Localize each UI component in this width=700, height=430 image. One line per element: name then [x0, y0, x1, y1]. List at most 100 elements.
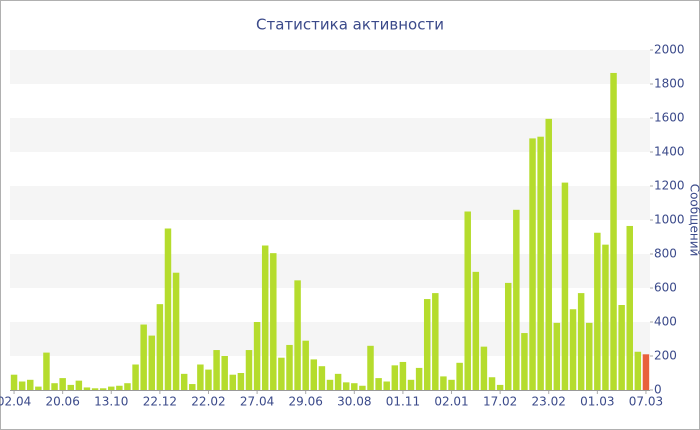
bar: [35, 386, 42, 390]
bar: [586, 322, 593, 390]
bar: [124, 383, 131, 390]
bar: [383, 381, 390, 390]
y-tick-label: 1800: [654, 77, 685, 91]
y-tick-label: 0: [654, 383, 662, 397]
bar: [391, 365, 399, 390]
bar: [51, 383, 58, 390]
bar: [205, 369, 212, 390]
bar: [197, 364, 204, 390]
bar: [537, 136, 544, 390]
bar: [367, 345, 374, 390]
x-tick-label: 13.10: [94, 395, 128, 409]
bar: [253, 322, 261, 390]
bar: [67, 384, 74, 390]
bar: [318, 366, 326, 390]
bar: [594, 232, 601, 390]
bar: [602, 244, 609, 390]
y-tick-label: 400: [654, 315, 677, 329]
bar: [270, 253, 277, 390]
bar: [140, 324, 147, 390]
bar: [464, 211, 471, 390]
bar: [399, 361, 407, 390]
bar: [83, 387, 91, 390]
bar: [164, 228, 172, 390]
bar: [302, 340, 309, 390]
bar: [504, 282, 512, 390]
bar: [310, 359, 318, 390]
bar: [245, 350, 253, 390]
x-tick-label: 02.01: [434, 395, 468, 409]
bar: [18, 381, 26, 390]
y-tick-label: 200: [654, 349, 677, 363]
bar: [334, 373, 342, 390]
y-tick-label: 1000: [654, 213, 685, 227]
bar: [626, 225, 633, 390]
bar: [634, 351, 642, 390]
x-tick-label: 01.03: [580, 395, 614, 409]
bar: [278, 357, 285, 390]
bar: [213, 350, 220, 390]
x-tick-label: 07.03: [629, 395, 663, 409]
bar: [569, 309, 577, 390]
bar: [172, 272, 180, 390]
bar: [156, 304, 164, 390]
bar: [423, 299, 431, 390]
bar: [294, 280, 301, 390]
bar: [221, 356, 228, 390]
x-tick-label: 22.12: [143, 395, 177, 409]
bar: [375, 378, 382, 390]
chart-title: Статистика активности: [256, 16, 444, 34]
bar: [148, 335, 156, 390]
bar: [480, 346, 488, 390]
bar: [342, 382, 350, 390]
bar: [10, 374, 18, 390]
bar: [116, 385, 123, 390]
grid-band: [10, 118, 650, 152]
y-tick-label: 1600: [654, 111, 685, 125]
bar: [432, 293, 439, 390]
bar: [440, 376, 447, 390]
bar: [132, 364, 139, 390]
bar: [415, 367, 423, 390]
bar: [189, 384, 196, 390]
bar: [108, 386, 115, 390]
x-tick-label: 22.02: [191, 395, 225, 409]
bar: [561, 182, 569, 390]
bar: [229, 374, 237, 390]
x-tick-label: 01.11: [386, 395, 420, 409]
bar: [351, 383, 358, 390]
y-tick-label: 1200: [654, 179, 685, 193]
bar: [496, 384, 504, 390]
bar: [27, 379, 34, 390]
bar: [456, 362, 463, 390]
y-tick-label: 800: [654, 247, 677, 261]
grid-band: [10, 186, 650, 220]
x-tick-label: 29.06: [289, 395, 323, 409]
bar: [407, 379, 415, 390]
grid-band: [10, 254, 650, 288]
bar: [553, 322, 561, 390]
bar: [59, 378, 66, 390]
x-tick-label: 23.02: [532, 395, 566, 409]
bar: [75, 380, 83, 390]
y-tick-label: 2000: [654, 43, 685, 57]
bar: [359, 385, 366, 390]
y-axis-label: Сообщений: [688, 184, 700, 257]
bar: [261, 245, 269, 390]
bar: [448, 379, 455, 390]
bar: [513, 209, 520, 390]
bar: [642, 354, 650, 390]
bar: [326, 379, 334, 390]
bar: [488, 377, 496, 390]
x-tick-label: 20.06: [45, 395, 79, 409]
bar: [91, 388, 99, 390]
grid-band: [10, 50, 650, 84]
x-tick-label: 17.02: [483, 395, 517, 409]
bar: [472, 271, 480, 390]
bar: [529, 138, 536, 390]
bar: [521, 333, 528, 390]
bar: [286, 344, 293, 390]
bar: [237, 373, 245, 390]
y-tick-label: 1400: [654, 145, 685, 159]
